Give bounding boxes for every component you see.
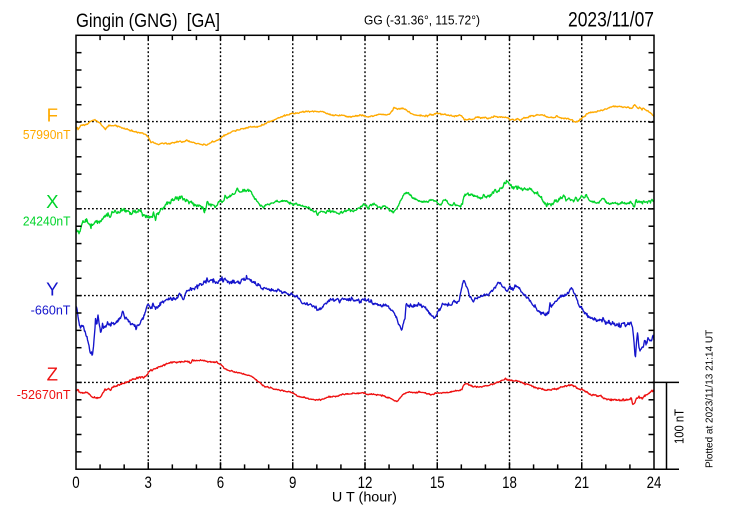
svg-text:Y: Y bbox=[46, 278, 58, 299]
svg-text:3: 3 bbox=[145, 474, 152, 492]
svg-text:15: 15 bbox=[430, 474, 445, 492]
svg-text:100 nT: 100 nT bbox=[672, 409, 687, 444]
svg-text:2023/11/07: 2023/11/07 bbox=[568, 8, 654, 31]
svg-text:U T (hour): U T (hour) bbox=[332, 490, 397, 506]
svg-text:0: 0 bbox=[72, 474, 79, 492]
svg-text:Plotted at 2023/11/13 21:14 UT: Plotted at 2023/11/13 21:14 UT bbox=[705, 330, 716, 468]
svg-text:-660nT: -660nT bbox=[31, 303, 71, 317]
svg-text:9: 9 bbox=[289, 474, 296, 492]
svg-text:Gingin (GNG) [GA]: Gingin (GNG) [GA] bbox=[76, 10, 220, 32]
svg-text:12: 12 bbox=[358, 474, 373, 492]
svg-text:-52670nT: -52670nT bbox=[17, 388, 71, 402]
svg-text:X: X bbox=[46, 191, 59, 212]
svg-text:57990nT: 57990nT bbox=[23, 128, 71, 142]
svg-text:6: 6 bbox=[217, 474, 224, 492]
svg-text:21: 21 bbox=[574, 474, 589, 492]
svg-text:Z: Z bbox=[47, 363, 58, 384]
svg-text:GG (-31.36°, 115.72°): GG (-31.36°, 115.72°) bbox=[364, 13, 480, 28]
svg-text:18: 18 bbox=[502, 474, 517, 492]
svg-text:24240nT: 24240nT bbox=[23, 214, 71, 228]
svg-text:F: F bbox=[47, 105, 58, 126]
svg-text:24: 24 bbox=[647, 474, 662, 492]
